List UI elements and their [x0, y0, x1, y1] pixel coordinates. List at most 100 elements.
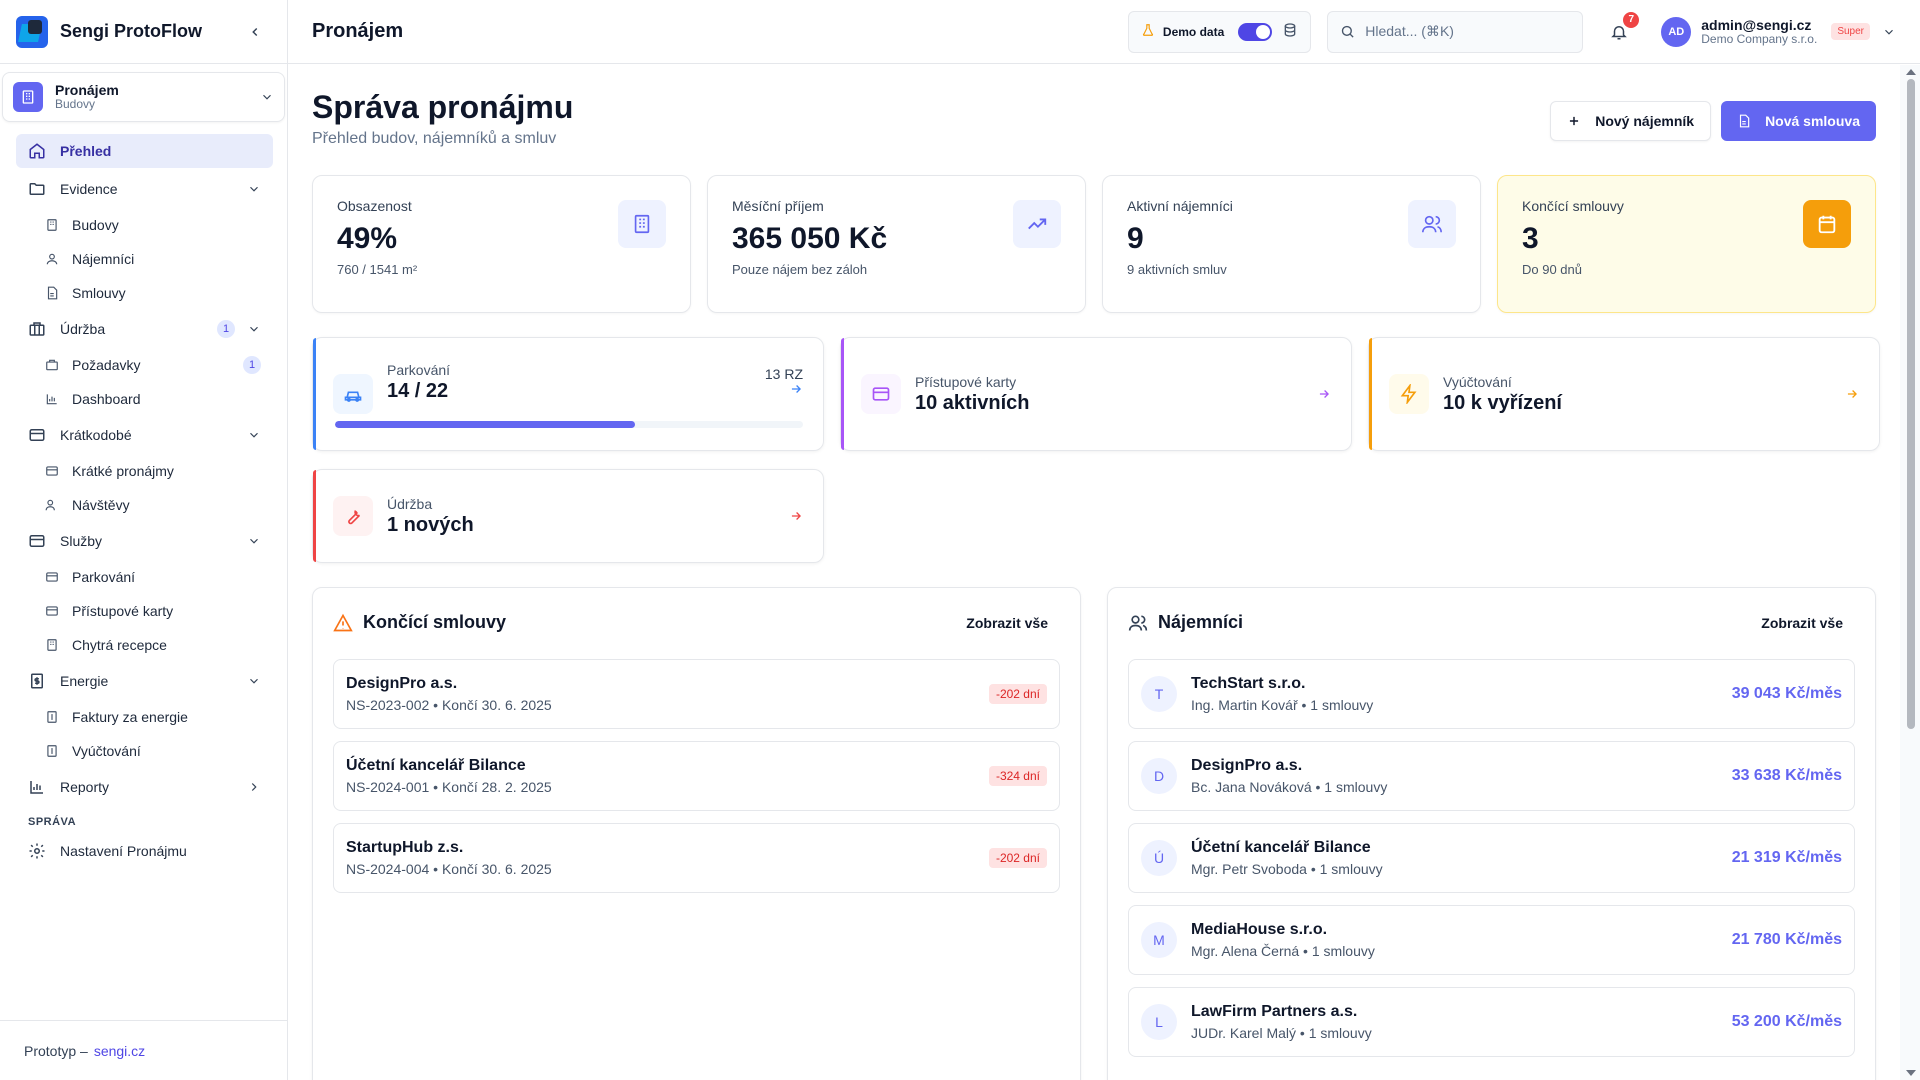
tenant-amount: 39 043 Kč/měs	[1731, 685, 1842, 702]
tenant-meta: Ing. Martin Kovář • 1 smlouvy	[1191, 697, 1374, 713]
ending-contracts-panel: Končící smlouvy Zobrazit vše DesignPro a…	[312, 587, 1081, 1080]
sidebar-group-maintenance[interactable]: Údržba 1	[16, 312, 273, 346]
scroll-up-arrow[interactable]	[1906, 69, 1916, 75]
building-icon	[44, 637, 60, 653]
sidebar-item-label: Dashboard	[72, 391, 141, 407]
quick-card-parking[interactable]: Parkování 14 / 22 13 RZ	[312, 337, 824, 451]
sidebar-group-reports[interactable]: Reporty	[16, 770, 273, 804]
trending-up-icon	[1013, 200, 1061, 248]
notification-count-badge: 7	[1623, 11, 1640, 28]
warning-icon	[333, 613, 353, 633]
new-contract-button[interactable]: Nová smlouva	[1721, 101, 1876, 141]
sidebar-item-visits[interactable]: Návštěvy	[16, 490, 273, 520]
sidebar-item-overview[interactable]: Přehled	[16, 134, 273, 168]
sidebar-item-settings[interactable]: Nastavení Pronájmu	[16, 834, 273, 868]
sidebar-item-requests[interactable]: Požadavky 1	[16, 350, 273, 380]
sidebar: Sengi ProtoFlow Pronájem Budovy Přehled …	[0, 0, 288, 1080]
search-input[interactable]: Hledat... (⌘K)	[1327, 10, 1584, 53]
search-icon	[1340, 24, 1355, 39]
sidebar-item-tenants[interactable]: Nájemníci	[16, 244, 273, 274]
main-content: Správa pronájmu Přehled budov, nájemníků…	[288, 65, 1900, 1080]
sidebar-item-contracts[interactable]: Smlouvy	[16, 278, 273, 308]
new-tenant-button[interactable]: Nový nájemník	[1550, 101, 1712, 141]
quick-cards: Parkování 14 / 22 13 RZ Přístupové karty…	[312, 337, 1880, 563]
stat-sub: 9 aktivních smluv	[1127, 262, 1227, 277]
list-item[interactable]: Ú Účetní kancelář Bilance Mgr. Petr Svob…	[1128, 823, 1855, 893]
stats-row: Obsazenost 49% 760 / 1541 m² Měsíční pří…	[312, 175, 1876, 313]
sidebar-item-dashboard[interactable]: Dashboard	[16, 384, 273, 414]
avatar: M	[1141, 922, 1177, 958]
plus-icon	[1567, 114, 1581, 128]
sidebar-item-buildings[interactable]: Budovy	[16, 210, 273, 240]
avatar: L	[1141, 1004, 1177, 1040]
tenant-name: Účetní kancelář Bilance	[1191, 839, 1371, 856]
show-all-link[interactable]: Zobrazit vše	[966, 614, 1048, 631]
sidebar-group-energy[interactable]: Energie	[16, 664, 273, 698]
list-item[interactable]: StartupHub z.s. NS-2024-004 • Končí 30. …	[333, 823, 1060, 893]
sidebar-group-evidence[interactable]: Evidence	[16, 172, 273, 206]
user-menu[interactable]: AD admin@sengi.cz Demo Company s.r.o. Su…	[1661, 16, 1896, 47]
scroll-down-arrow[interactable]	[1906, 1070, 1916, 1076]
accent-bar	[1369, 338, 1372, 450]
building-icon	[44, 217, 60, 233]
list-item[interactable]: DesignPro a.s. NS-2023-002 • Končí 30. 6…	[333, 659, 1060, 729]
arrow-right-icon	[791, 512, 801, 520]
sidebar-item-label: Parkování	[72, 569, 136, 585]
quick-card-value: 10 aktivních	[915, 391, 1030, 414]
list-item[interactable]: M MediaHouse s.r.o. Mgr. Alena Černá • 1…	[1128, 905, 1855, 975]
sidebar-item-short-rentals[interactable]: Krátké pronájmy	[16, 456, 273, 486]
stat-value: 49%	[337, 222, 398, 255]
sidebar-item-access-cards[interactable]: Přístupové karty	[16, 596, 273, 626]
sidebar-item-smart-reception[interactable]: Chytrá recepce	[16, 630, 273, 660]
car-icon	[333, 374, 373, 414]
collapse-sidebar-button[interactable]	[243, 20, 267, 44]
scrollbar-thumb[interactable]	[1907, 79, 1915, 729]
calendar-icon	[1803, 200, 1851, 248]
chevron-down-icon	[250, 538, 258, 544]
quick-card-access-cards[interactable]: Přístupové karty 10 aktivních	[840, 337, 1352, 451]
card-icon	[28, 532, 46, 550]
sidebar-group-shortterm[interactable]: Krátkodobé	[16, 418, 273, 452]
sidebar-item-parking[interactable]: Parkování	[16, 562, 273, 592]
quick-card-billing[interactable]: Vyúčtování 10 k vyřízení	[1368, 337, 1880, 451]
receipt-icon	[28, 672, 46, 690]
chevron-down-icon	[263, 94, 271, 100]
list-item[interactable]: Účetní kancelář Bilance NS-2024-001 • Ko…	[333, 741, 1060, 811]
sidebar-item-label: Budovy	[72, 217, 119, 233]
quick-card-value: 1 nových	[387, 513, 474, 536]
contract-meta: NS-2023-002 • Končí 30. 6. 2025	[346, 697, 552, 713]
quick-card-maintenance[interactable]: Údržba 1 nových	[312, 469, 824, 563]
parking-progress-bar	[335, 421, 803, 428]
sidebar-item-billing[interactable]: Vyúčtování	[16, 736, 273, 766]
sidebar-item-energy-invoices[interactable]: Faktury za energie	[16, 702, 273, 732]
count-badge: 1	[217, 320, 235, 338]
module-switcher[interactable]: Pronájem Budovy	[2, 72, 285, 122]
count-badge: 1	[243, 356, 261, 374]
list-item[interactable]: D DesignPro a.s. Bc. Jana Nováková • 1 s…	[1128, 741, 1855, 811]
sidebar-item-label: Smlouvy	[72, 285, 126, 301]
stat-card-ending-contracts: Končící smlouvy 3 Do 90 dnů	[1497, 175, 1876, 313]
chevron-right-icon	[251, 783, 257, 791]
sidebar-group-services[interactable]: Služby	[16, 524, 273, 558]
top-header: Pronájem Demo data Hledat... (⌘K) 7 AD a…	[288, 0, 1920, 64]
user-company: Demo Company s.r.o.	[1701, 31, 1818, 46]
avatar: T	[1141, 676, 1177, 712]
list-item[interactable]: T TechStart s.r.o. Ing. Martin Kovář • 1…	[1128, 659, 1855, 729]
chevron-down-icon	[1885, 29, 1893, 35]
sidebar-item-label: Návštěvy	[72, 497, 130, 513]
page-scrollbar[interactable]	[1900, 65, 1920, 1080]
document-icon	[44, 285, 60, 301]
footer-link[interactable]: sengi.cz	[93, 1042, 146, 1059]
database-icon[interactable]	[1282, 22, 1298, 41]
show-all-link[interactable]: Zobrazit vše	[1761, 614, 1843, 631]
accent-bar	[313, 470, 316, 562]
chevron-down-icon	[250, 432, 258, 438]
stat-value: 365 050 Kč	[732, 222, 888, 255]
demo-data-toggle[interactable]	[1238, 22, 1273, 41]
arrow-right-icon	[1319, 390, 1329, 398]
notifications-button[interactable]: 7	[1607, 11, 1640, 44]
list-item[interactable]: L LawFirm Partners a.s. JUDr. Karel Malý…	[1128, 987, 1855, 1057]
avatar: D	[1141, 758, 1177, 794]
stat-value: 9	[1127, 222, 1144, 255]
search-placeholder: Hledat... (⌘K)	[1365, 23, 1454, 39]
